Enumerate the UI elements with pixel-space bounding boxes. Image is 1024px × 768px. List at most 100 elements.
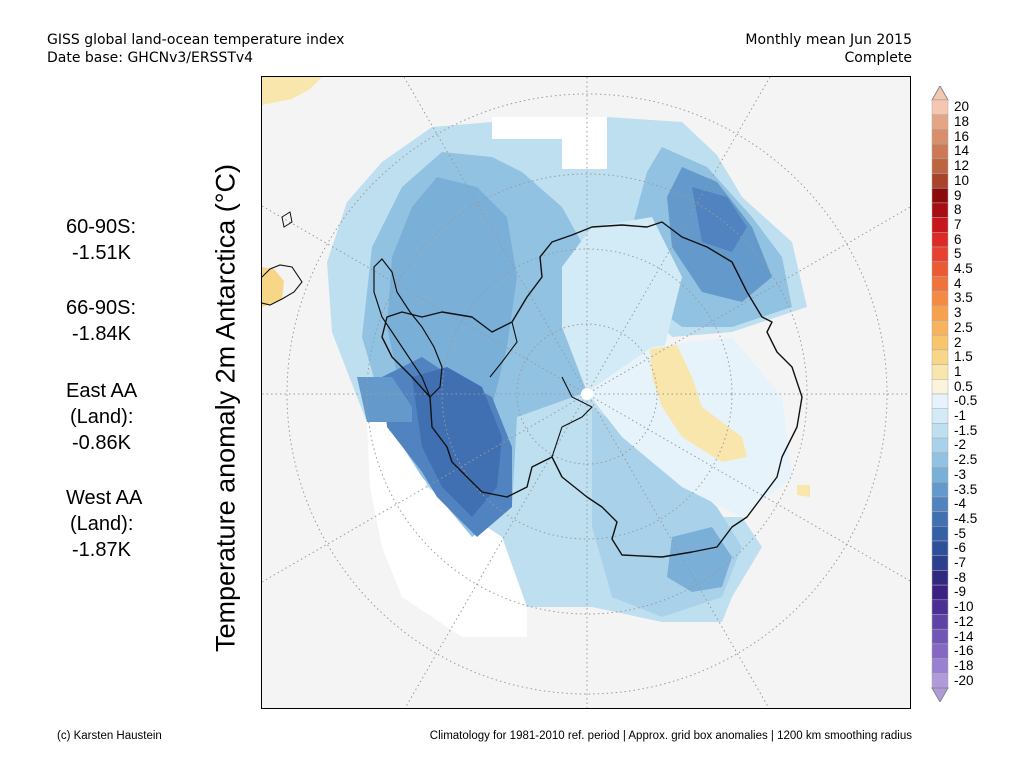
- colorbar-tick-label: -10: [954, 599, 974, 615]
- colorbar-tick-label: 4.5: [954, 261, 973, 277]
- colorbar-tick-label: 10: [954, 172, 970, 188]
- anomaly-patch-positive: [262, 77, 322, 105]
- credit-text: (c) Karsten Haustein: [57, 730, 162, 742]
- colorbar-tick-label: -14: [954, 628, 974, 644]
- colorbar-swatch: [931, 555, 949, 571]
- colorbar-tick-label: -4.5: [954, 510, 978, 526]
- warm-anomaly-zone: [797, 485, 810, 497]
- colorbar-swatch: [931, 187, 949, 204]
- chart-title: GISS global land-ocean temperature index: [47, 32, 345, 48]
- colorbar-swatch: [931, 217, 949, 233]
- anomaly-patch-positive: [262, 267, 284, 307]
- stat-66-90s: 66-90S: -1.84K: [66, 295, 136, 347]
- colorbar-swatch: [931, 143, 949, 160]
- antarctica-coastline: [381, 221, 803, 558]
- colorbar-arrow-top: [931, 86, 949, 101]
- colorbar-swatch: [931, 158, 949, 174]
- colorbar-swatch: [931, 276, 949, 292]
- database-label: Date base: GHCNv3/ERSSTv4: [47, 50, 254, 66]
- colorbar-swatch: [931, 305, 949, 321]
- status-label: Complete: [844, 50, 912, 66]
- colorbar-tick-label: 1: [954, 363, 962, 379]
- colorbar-swatch: [931, 614, 949, 630]
- warm-anomaly-zone: [650, 345, 747, 462]
- colorbar-tick-label: 20: [954, 99, 970, 115]
- cold-anomaly-zone: [692, 187, 747, 252]
- colorbar-tick-label: 8: [954, 202, 962, 218]
- colorbar-swatch: [931, 99, 949, 115]
- colorbar-swatch: [931, 408, 949, 424]
- stat-value: -1.87K: [72, 539, 131, 561]
- ice-shelf-line: [489, 321, 518, 378]
- colorbar-swatch: [931, 129, 949, 145]
- colorbar-swatch: [931, 437, 949, 454]
- map-canvas: [262, 77, 910, 708]
- colorbar-swatch: [931, 467, 949, 483]
- colorbar-swatch: [931, 584, 949, 601]
- colorbar-swatch: [931, 320, 949, 336]
- colorbar-swatch: [931, 364, 949, 380]
- stat-west-aa: West AA (Land): -1.87K: [66, 485, 142, 563]
- stat-east-aa: East AA (Land): -0.86K: [66, 378, 137, 456]
- ice-shelf-line: [551, 376, 593, 458]
- colorbar: [931, 86, 949, 702]
- south-america-coastline: [262, 264, 303, 306]
- colorbar-tick-label: -20: [954, 672, 974, 688]
- colorbar-swatch: [931, 628, 949, 645]
- colorbar-tick-label: -9: [954, 584, 967, 600]
- colorbar-swatch: [931, 232, 949, 248]
- footer-note: Climatology for 1981-2010 ref. period | …: [429, 730, 912, 742]
- colorbar-tick-label: 18: [954, 114, 970, 130]
- colorbar-swatch: [931, 511, 949, 527]
- colorbar-swatch: [931, 526, 949, 542]
- period-label: Monthly mean Jun 2015: [745, 32, 912, 48]
- colorbar-tick-label: -3: [954, 466, 967, 482]
- colorbar-swatch: [931, 334, 949, 351]
- colorbar-tick-label: -16: [954, 643, 974, 659]
- colorbar-tick-label: -1: [954, 408, 967, 424]
- colorbar-swatch: [931, 261, 949, 277]
- stat-value: -1.84K: [72, 323, 131, 345]
- colorbar-tick-label: -2.5: [954, 452, 978, 468]
- colorbar-swatch: [931, 673, 949, 689]
- colorbar-tick-label: -7: [954, 555, 967, 571]
- colorbar-swatch: [931, 599, 949, 615]
- antarctic-peninsula: [373, 258, 443, 399]
- colorbar-swatch: [931, 173, 949, 189]
- header-left: GISS global land-ocean temperature index…: [47, 31, 344, 67]
- colorbar-tick-label: 12: [954, 158, 970, 174]
- colorbar-tick-label: -2: [954, 437, 967, 453]
- missing-data-region: [492, 117, 607, 169]
- stat-label: East AA: [66, 380, 138, 402]
- colorbar-tick-label: 2: [954, 334, 962, 350]
- colorbar-swatch: [931, 349, 949, 365]
- colorbar-swatch: [931, 643, 949, 659]
- stat-sublabel: (Land):: [70, 513, 134, 535]
- colorbar-swatch: [931, 452, 949, 468]
- colorbar-swatch: [931, 481, 949, 498]
- map-axis-label: Temperature anomaly 2m Antarctica (°C): [210, 164, 241, 652]
- colorbar-swatch: [931, 393, 949, 409]
- colorbar-tick-label: -5: [954, 525, 967, 541]
- header-right: Monthly mean Jun 2015 Complete: [745, 31, 912, 67]
- colorbar-tick-label: -18: [954, 657, 974, 673]
- colorbar-swatch: [931, 290, 949, 307]
- colorbar-arrow-bottom: [931, 687, 949, 702]
- colorbar-tick-label: 3.5: [954, 290, 973, 306]
- colorbar-tick-label: -4: [954, 496, 967, 512]
- colorbar-tick-label: 0.5: [954, 378, 973, 394]
- colorbar-tick-label: 14: [954, 143, 970, 159]
- cold-anomaly-zone: [357, 377, 412, 422]
- colorbar-tick-label: 4: [954, 275, 962, 291]
- stat-value: -0.86K: [72, 432, 131, 454]
- colorbar-tick-label: 9: [954, 187, 962, 203]
- colorbar-tick-label: 5: [954, 246, 962, 262]
- cold-anomaly-zone: [667, 527, 732, 592]
- colorbar-tick-label: 1.5: [954, 349, 973, 365]
- stat-value: -1.51K: [72, 242, 131, 264]
- stat-label: West AA: [66, 487, 143, 509]
- colorbar-swatch: [931, 379, 949, 395]
- colorbar-tick-label: -8: [954, 569, 967, 585]
- colorbar-swatch: [931, 202, 949, 218]
- colorbar-swatch: [931, 423, 949, 439]
